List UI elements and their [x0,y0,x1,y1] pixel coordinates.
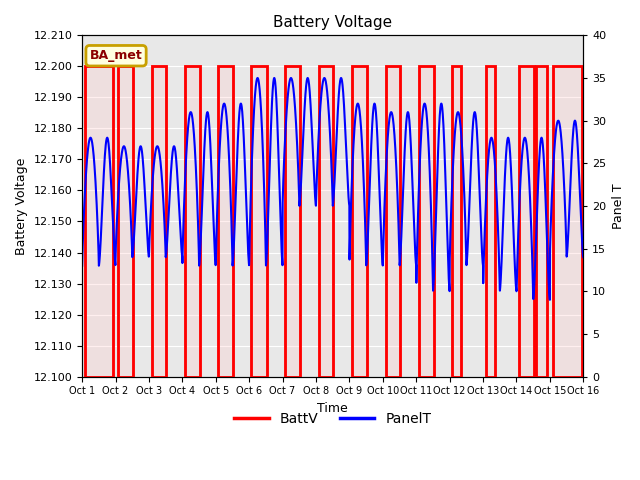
Bar [536,66,547,377]
Bar [385,66,400,377]
Bar [536,66,547,377]
Bar [319,66,333,377]
Bar [185,66,200,377]
Bar [319,66,333,377]
Bar [419,66,434,377]
Bar [552,66,582,377]
Bar [552,66,582,377]
Bar [385,66,400,377]
Bar [185,66,200,377]
Bar [352,66,367,377]
Bar [218,66,233,377]
Bar [85,66,113,377]
Bar [285,66,300,377]
Bar [419,66,434,377]
Bar [352,66,367,377]
X-axis label: Time: Time [317,402,348,415]
Bar [486,66,495,377]
Bar [152,66,166,377]
Bar [152,66,166,377]
Y-axis label: Battery Voltage: Battery Voltage [15,157,28,255]
Bar [452,66,461,377]
Bar [519,66,534,377]
Bar [519,66,534,377]
Bar [85,66,113,377]
Bar [251,66,267,377]
Bar [285,66,300,377]
Title: Battery Voltage: Battery Voltage [273,15,392,30]
Bar [118,66,133,377]
Bar [218,66,233,377]
Bar [118,66,133,377]
Bar [486,66,495,377]
Text: BA_met: BA_met [90,49,143,62]
Bar [452,66,461,377]
Y-axis label: Panel T: Panel T [612,183,625,229]
Bar [251,66,267,377]
Legend: BattV, PanelT: BattV, PanelT [228,406,437,431]
